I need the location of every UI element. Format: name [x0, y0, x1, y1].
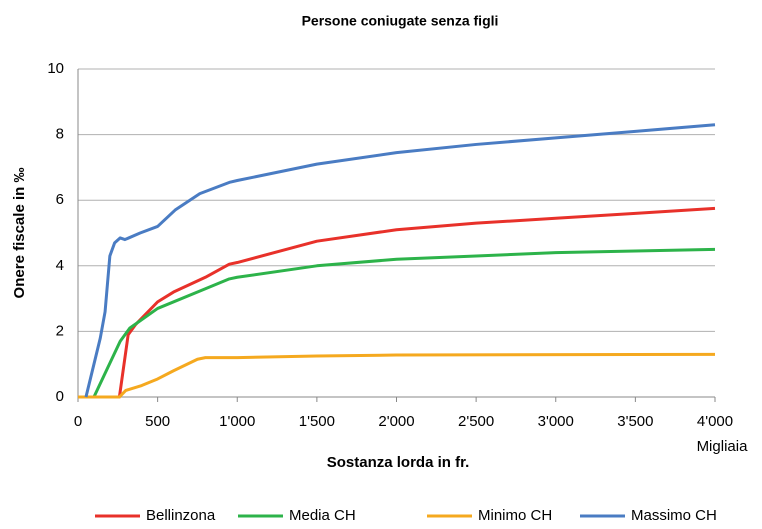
chart-title: Persone coniugate senza figli — [302, 13, 499, 29]
x-tick-label: 3'000 — [538, 413, 574, 430]
line — [84, 123, 716, 398]
x-tick-label: 3'500 — [617, 413, 653, 430]
legend-label: Minimo CH — [478, 507, 552, 524]
x-tick-label: 1'000 — [219, 413, 255, 430]
legend-label: Massimo CH — [631, 507, 717, 524]
x-tick-label: 1'500 — [299, 413, 335, 430]
legend-label: Media CH — [289, 507, 356, 524]
x-axis-label: Sostanza lorda in fr. — [327, 454, 470, 471]
y-tick-label: 8 — [56, 126, 64, 143]
x-tick-label: 500 — [145, 413, 170, 430]
y-tick-label: 4 — [56, 257, 64, 274]
legend-label: Bellinzona — [146, 507, 216, 524]
y-tick-label: 6 — [56, 191, 64, 208]
line — [82, 247, 716, 399]
y-tick-label: 0 — [56, 388, 64, 405]
y-axis-label: Onere fiscale in ‰ — [11, 168, 28, 299]
line — [85, 206, 716, 399]
x-tick-label: 2'000 — [378, 413, 414, 430]
x-tick-label: 0 — [74, 413, 82, 430]
annotation: Migliaia — [697, 438, 749, 455]
line — [78, 352, 716, 399]
x-tick-label: 4'000 — [697, 413, 733, 430]
y-tick-label: 2 — [56, 322, 64, 339]
y-tick-label: 10 — [47, 60, 64, 77]
x-tick-label: 2'500 — [458, 413, 494, 430]
